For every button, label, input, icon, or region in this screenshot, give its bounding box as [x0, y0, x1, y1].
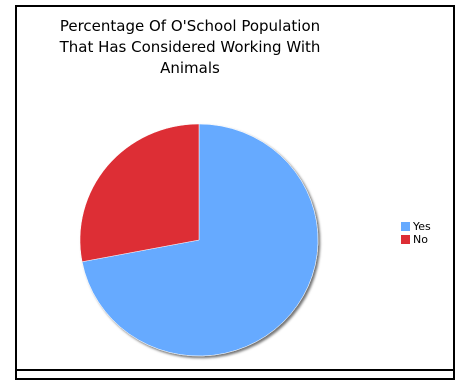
legend-item-yes: Yes: [401, 220, 431, 233]
legend-label-no: No: [413, 233, 428, 246]
pie-slice-yes: [81, 123, 319, 357]
chart-title: Percentage Of O'School Population That H…: [10, 16, 370, 79]
chart-legend: Yes No: [401, 220, 431, 246]
chart-title-line-2: That Has Considered Working With: [59, 38, 321, 56]
chart-title-line-1: Percentage Of O'School Population: [59, 17, 321, 35]
pie-slice-no: [79, 123, 200, 263]
legend-swatch-yes: [401, 222, 410, 231]
chart-bottom-strip: [17, 369, 453, 378]
chart-title-line-3: Animals: [160, 59, 220, 77]
legend-item-no: No: [401, 233, 431, 246]
legend-label-yes: Yes: [413, 220, 431, 233]
legend-swatch-no: [401, 235, 410, 244]
pie-slices-group: [79, 123, 319, 357]
